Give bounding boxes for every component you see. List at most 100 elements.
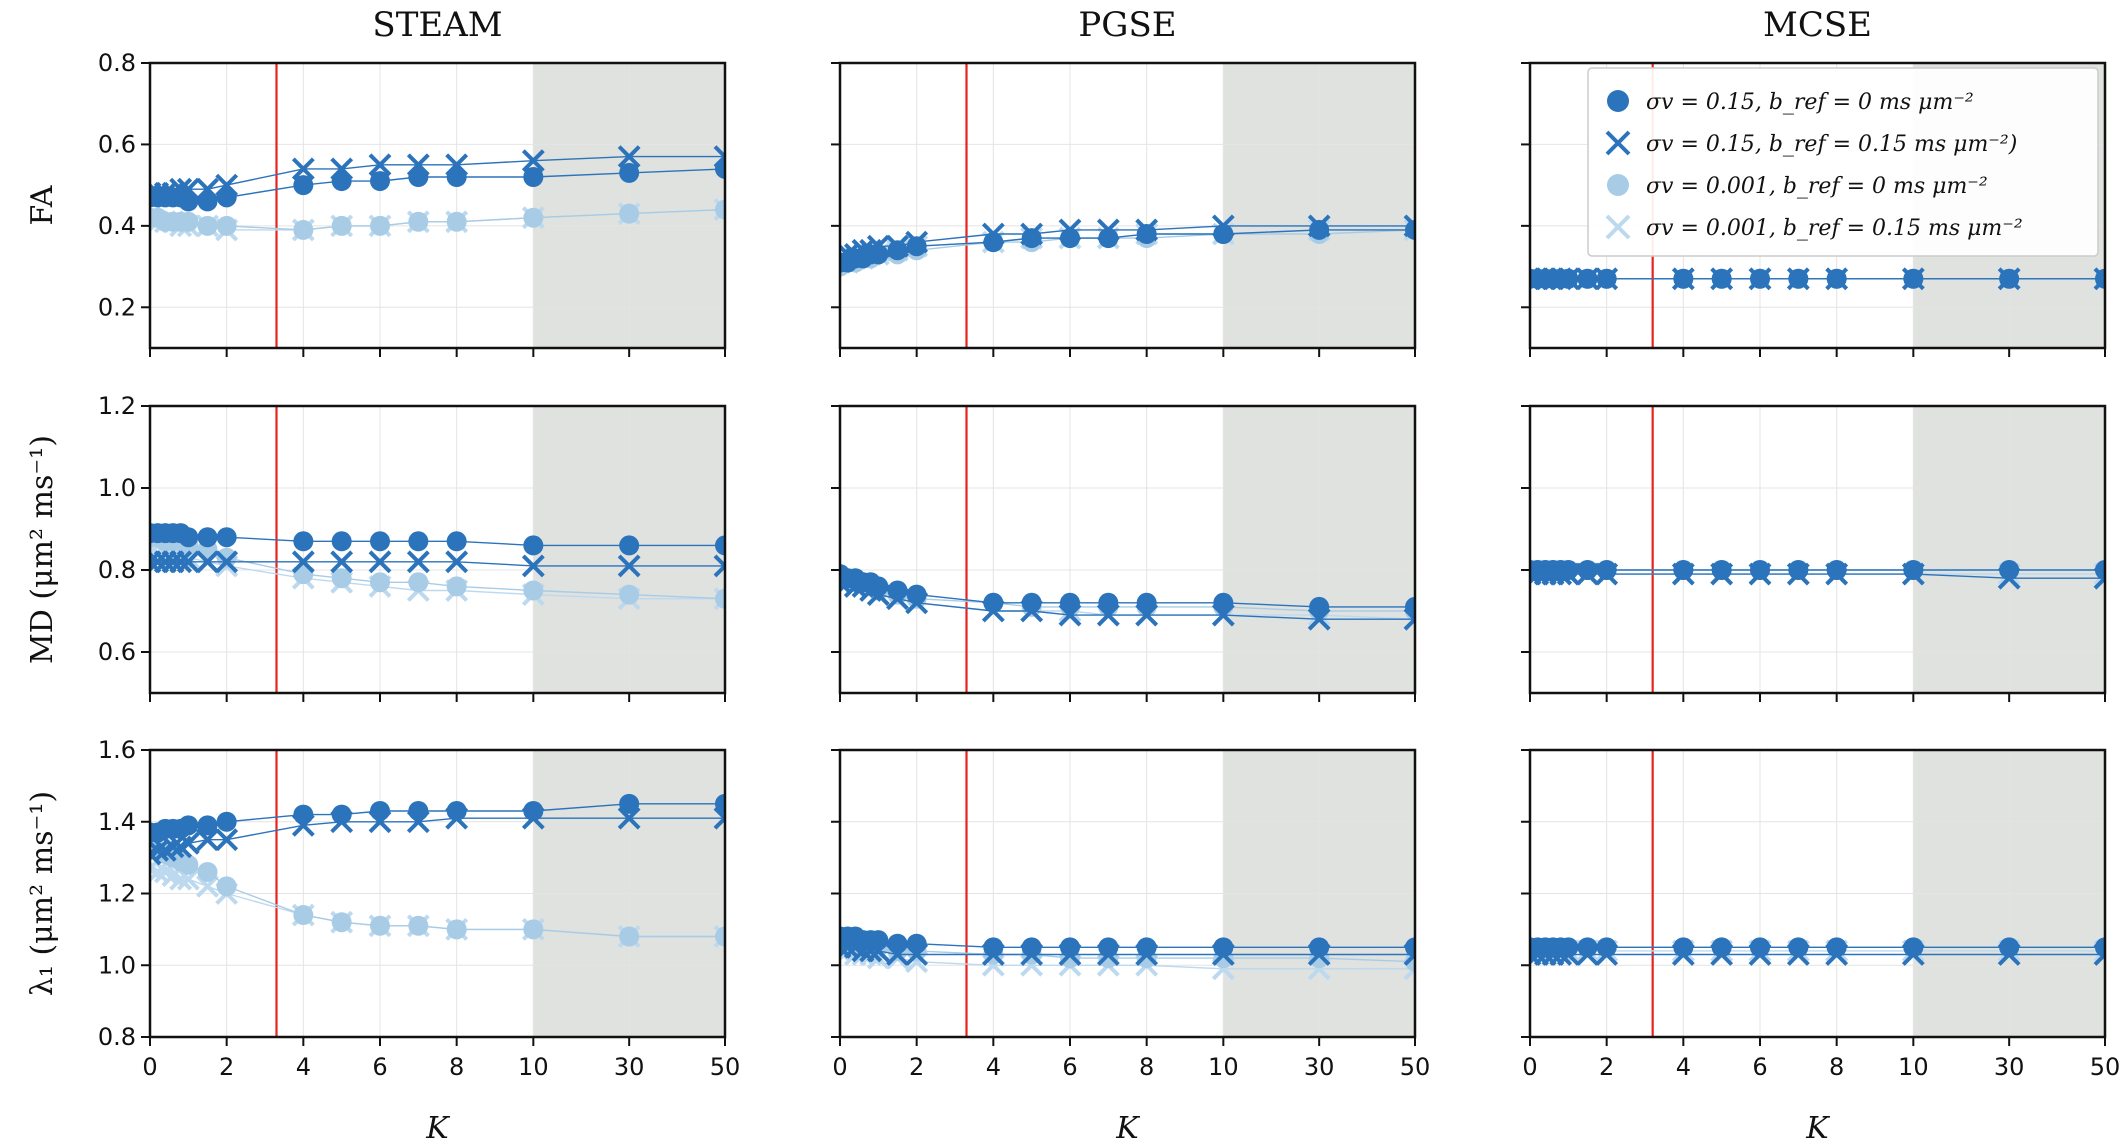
data-point (715, 535, 725, 556)
data-point (906, 933, 927, 954)
data-point (1021, 937, 1042, 958)
series-group (1530, 267, 2105, 291)
x-axis-label: K (425, 1111, 450, 1145)
data-point (331, 912, 352, 933)
x-tick-label: 50 (710, 1053, 741, 1081)
data-point (446, 211, 467, 232)
data-point (617, 806, 641, 830)
y-tick-label: 0.8 (98, 1023, 136, 1051)
data-point (1999, 560, 2020, 580)
data-point (2095, 937, 2105, 958)
data-point (1021, 592, 1042, 613)
data-point (1788, 560, 1809, 580)
data-point (1309, 937, 1330, 958)
x-tick-label: 2 (909, 1053, 924, 1081)
data-point (370, 915, 390, 936)
data-point (1558, 560, 1579, 580)
x-tick-label: 8 (449, 1053, 464, 1081)
data-point (906, 236, 927, 257)
data-point (368, 550, 392, 574)
data-point (1405, 596, 1415, 617)
x-tick-label: 0 (832, 1053, 847, 1081)
data-point (196, 874, 219, 898)
x-tick-label: 4 (1676, 1053, 1691, 1081)
data-point (1213, 592, 1234, 613)
series-group (1530, 937, 2105, 966)
data-point (331, 531, 352, 552)
data-point (216, 811, 237, 832)
data-point (1098, 592, 1119, 613)
data-point (176, 867, 200, 891)
data-point (216, 215, 237, 236)
data-point (178, 527, 199, 548)
data-point (1309, 219, 1330, 240)
data-point (887, 240, 908, 261)
data-point (1999, 268, 2020, 289)
data-point (619, 584, 640, 605)
data-point (868, 576, 889, 597)
data-point (293, 175, 314, 196)
data-point (446, 576, 467, 597)
legend-marker (1607, 90, 1629, 112)
data-point (868, 244, 889, 265)
data-point (1673, 937, 1694, 958)
series-group (150, 523, 725, 611)
panel-steam-row2: 0 2 4 6 8 10 30 50 0.8 1.0 1.2 1.4 1.6 (98, 736, 740, 1081)
data-point (291, 157, 315, 181)
data-point (1750, 937, 1770, 958)
data-point (178, 815, 199, 836)
data-point (293, 531, 314, 552)
data-point (868, 930, 889, 951)
data-point (446, 167, 467, 187)
data-point (617, 554, 641, 578)
data-point (446, 919, 467, 940)
data-point (715, 588, 725, 609)
data-point (1405, 219, 1415, 240)
data-point (1596, 268, 1617, 289)
panel-steam-row1: 0.6 0.8 1.0 1.2 (98, 392, 727, 702)
series-line-1 (150, 561, 725, 567)
data-point (1596, 937, 1617, 958)
data-point (215, 550, 239, 574)
x-tick-label: 0 (142, 1053, 157, 1081)
data-point (1750, 268, 1770, 289)
data-point (1136, 224, 1157, 244)
data-point (216, 527, 237, 548)
data-point (521, 554, 545, 578)
data-point (887, 580, 908, 601)
x-tick-label: 8 (1829, 1053, 1844, 1081)
panel-frame (838, 404, 1417, 695)
x-tick-label: 6 (1062, 1053, 1077, 1081)
data-point (1060, 937, 1080, 958)
data-point (619, 535, 640, 556)
data-point (887, 933, 908, 954)
data-point (523, 919, 544, 940)
x-tick-label: 50 (2090, 1053, 2121, 1081)
data-point (715, 793, 725, 814)
data-point (408, 531, 429, 552)
x-axis-label: K (1805, 1111, 1830, 1145)
panel-pgse-row0 (831, 61, 1417, 357)
series-group (150, 793, 725, 948)
data-point (983, 592, 1004, 613)
data-point (523, 167, 544, 187)
series-group (840, 564, 1415, 631)
x-tick-label: 30 (1304, 1053, 1335, 1081)
data-point (2095, 268, 2105, 289)
panel-frame (1528, 61, 2107, 350)
data-point (1596, 560, 1617, 580)
data-point (293, 804, 314, 825)
data-point (1060, 592, 1080, 613)
legend-label: σv = 0.001, b_ref = 0 ms μm⁻² (1646, 174, 1988, 199)
data-point (1558, 268, 1579, 289)
data-point (619, 162, 640, 183)
x-tick-label: 30 (614, 1053, 645, 1081)
data-point (1213, 224, 1234, 244)
data-point (216, 547, 237, 568)
data-point (1405, 937, 1415, 958)
panel-mcse-row2: 0 2 4 6 8 10 30 50 (1521, 748, 2121, 1081)
y-tick-label: 0.8 (98, 49, 136, 77)
data-point (1060, 228, 1080, 249)
y-tick-label: 1.2 (98, 392, 136, 420)
